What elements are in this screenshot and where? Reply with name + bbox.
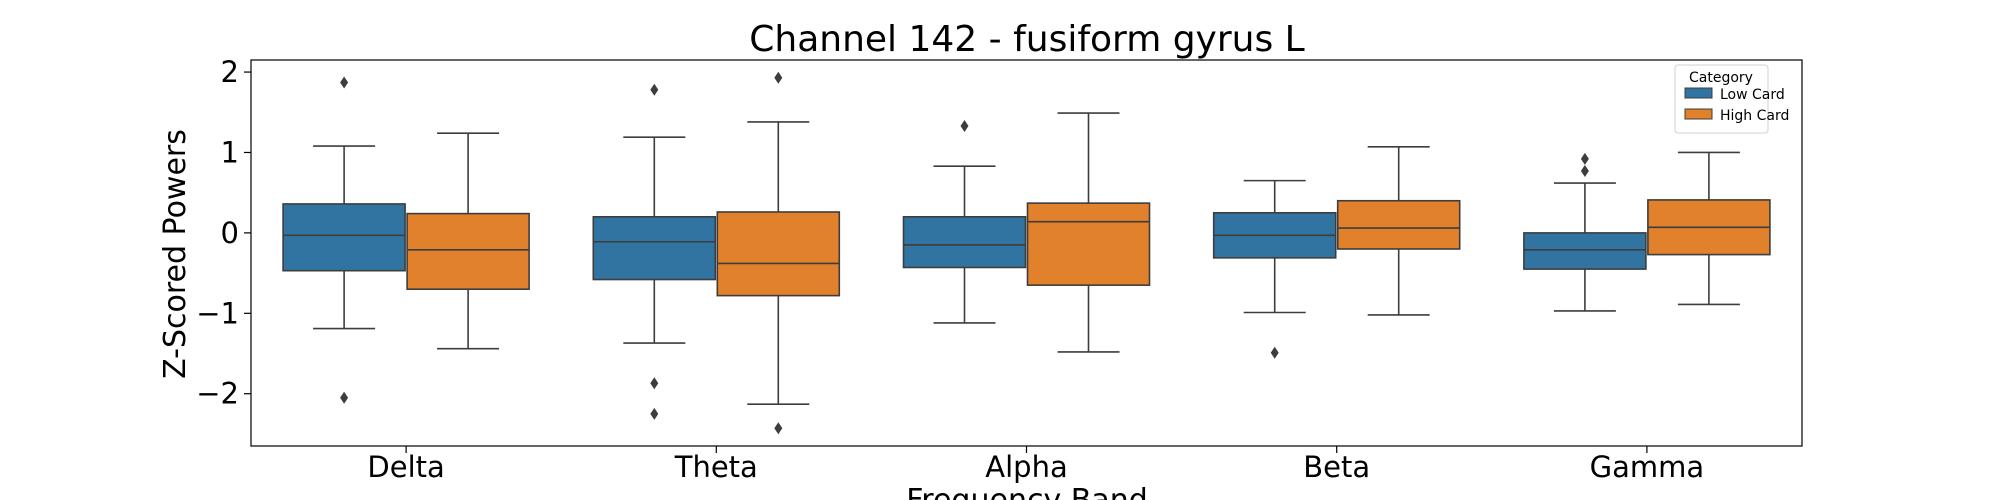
- outlier-point: [1580, 152, 1589, 165]
- box-low-card-gamma: [1523, 152, 1647, 312]
- legend-label: Low Card: [1720, 87, 1785, 103]
- box-high-card-gamma: [1647, 151, 1771, 306]
- x-tick-label: Gamma: [1590, 450, 1705, 484]
- x-axis-label: Frequency Band: [906, 483, 1148, 500]
- y-tick-label: 2: [221, 55, 239, 89]
- x-tick-label: Theta: [674, 450, 758, 484]
- outlier-point: [774, 422, 783, 435]
- box-high-card-theta: [716, 71, 841, 435]
- box-high-card-delta: [406, 132, 530, 350]
- outlier-point: [1270, 346, 1279, 359]
- legend: Category Low Card High Card: [1674, 64, 1789, 134]
- box-high-card-alpha: [1026, 112, 1151, 353]
- outlier-point: [774, 71, 783, 84]
- box-high-card-beta: [1336, 146, 1461, 316]
- box-iqr: [282, 203, 406, 272]
- outlier-point: [650, 377, 659, 390]
- chart-title: Channel 142 - fusiform gyrus L: [749, 19, 1305, 60]
- outlier-point: [1580, 164, 1589, 177]
- box-iqr: [902, 216, 1027, 269]
- outlier-point: [650, 83, 659, 96]
- outlier-point: [960, 119, 969, 132]
- box-low-card-alpha: [902, 119, 1027, 324]
- legend-label: High Card: [1720, 108, 1789, 124]
- outlier-point: [650, 407, 659, 420]
- y-axis-label: Z-Scored Powers: [158, 129, 193, 379]
- legend-swatch: [1684, 108, 1713, 120]
- y-tick-label: −2: [196, 377, 239, 411]
- outlier-point: [340, 391, 349, 404]
- y-tick-label: 1: [221, 135, 239, 169]
- box-low-card-delta: [282, 76, 406, 404]
- box-low-card-theta: [592, 83, 717, 420]
- box-iqr: [1523, 232, 1647, 270]
- box-iqr: [1026, 202, 1151, 286]
- box-iqr: [406, 212, 530, 290]
- box-iqr: [592, 216, 717, 281]
- x-tick-label: Delta: [367, 450, 444, 484]
- x-tick-label: Alpha: [985, 450, 1067, 484]
- x-tick-label: Beta: [1303, 450, 1370, 484]
- box-iqr: [1336, 199, 1461, 250]
- legend-swatch: [1684, 87, 1713, 99]
- y-tick-label: −1: [196, 296, 239, 330]
- legend-title: Category: [1689, 70, 1753, 86]
- plot-area: −2 −1 0 1 2 Delta Theta Alpha Beta Gamma: [196, 55, 1803, 484]
- y-tick-label: 0: [221, 216, 239, 250]
- outlier-point: [340, 76, 349, 89]
- box-iqr: [716, 211, 841, 297]
- box-low-card-beta: [1212, 179, 1337, 359]
